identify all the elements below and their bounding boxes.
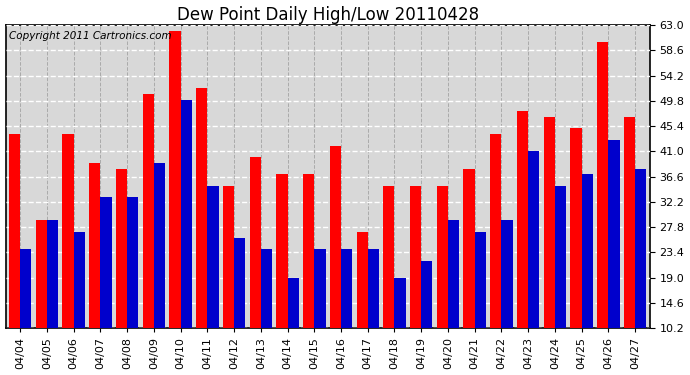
Bar — [208, 186, 219, 328]
Bar — [261, 249, 272, 328]
Bar — [314, 249, 326, 328]
Bar — [395, 278, 406, 328]
Bar — [36, 220, 47, 328]
Bar — [181, 100, 192, 328]
Bar — [288, 278, 299, 328]
Bar — [196, 88, 208, 328]
Bar — [101, 197, 112, 328]
Bar — [410, 186, 421, 328]
Bar — [502, 220, 513, 328]
Bar — [276, 174, 288, 328]
Bar — [341, 249, 352, 328]
Bar — [582, 174, 593, 328]
Bar — [383, 186, 395, 328]
Bar — [597, 42, 609, 328]
Bar — [555, 186, 566, 328]
Bar — [609, 140, 620, 328]
Bar — [437, 186, 448, 328]
Title: Dew Point Daily High/Low 20110428: Dew Point Daily High/Low 20110428 — [177, 6, 479, 24]
Bar — [490, 134, 502, 328]
Bar — [116, 169, 127, 328]
Bar — [89, 163, 101, 328]
Bar — [635, 169, 647, 328]
Bar — [571, 129, 582, 328]
Bar — [234, 238, 246, 328]
Bar — [368, 249, 379, 328]
Bar — [250, 157, 261, 328]
Text: Copyright 2011 Cartronics.com: Copyright 2011 Cartronics.com — [9, 31, 171, 41]
Bar — [143, 94, 154, 328]
Bar — [74, 232, 85, 328]
Bar — [330, 146, 341, 328]
Bar — [63, 134, 74, 328]
Bar — [9, 134, 20, 328]
Bar — [624, 117, 635, 328]
Bar — [47, 220, 58, 328]
Bar — [448, 220, 459, 328]
Bar — [421, 261, 433, 328]
Bar — [528, 152, 540, 328]
Bar — [464, 169, 475, 328]
Bar — [154, 163, 165, 328]
Bar — [303, 174, 314, 328]
Bar — [517, 111, 528, 328]
Bar — [223, 186, 234, 328]
Bar — [544, 117, 555, 328]
Bar — [170, 31, 181, 328]
Bar — [20, 249, 32, 328]
Bar — [475, 232, 486, 328]
Bar — [127, 197, 139, 328]
Bar — [357, 232, 368, 328]
